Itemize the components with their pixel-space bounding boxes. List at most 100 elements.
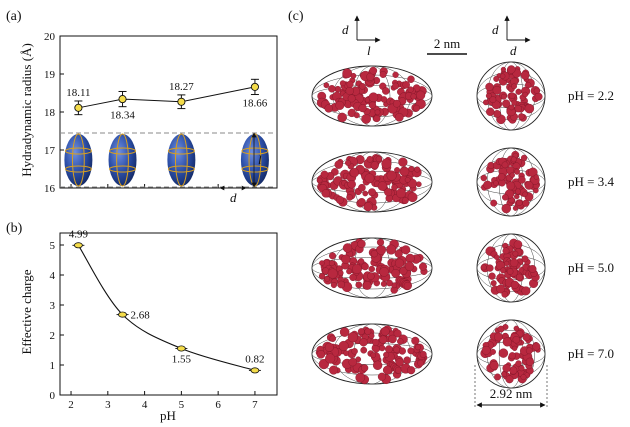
protein-blob	[364, 328, 372, 336]
protein-blob	[407, 75, 415, 83]
protein-blob	[514, 188, 521, 195]
protein-blob	[498, 179, 506, 187]
protein-blob	[363, 202, 373, 212]
protein-blob	[480, 174, 488, 182]
protein-blob	[508, 352, 516, 360]
protein-end-view	[476, 61, 546, 131]
protein-blob	[351, 348, 358, 355]
x-tick-label-b: 2	[68, 399, 74, 411]
protein-blob	[373, 115, 381, 123]
protein-blob	[522, 333, 531, 342]
protein-blob	[364, 173, 375, 184]
protein-blob	[518, 113, 525, 120]
data-point-b	[118, 311, 127, 318]
glyph-left-l: l	[367, 43, 371, 58]
protein-blob	[506, 268, 514, 275]
protein-blob	[368, 265, 375, 273]
protein-blob	[520, 374, 527, 381]
protein-blob	[407, 347, 415, 355]
protein-blob	[319, 260, 325, 266]
protein-blob	[324, 342, 334, 352]
y-tick-label-b: 1	[50, 360, 56, 372]
protein-blob	[419, 350, 427, 358]
protein-blob	[401, 245, 411, 255]
structure-rows: pH = 2.2 pH = 3.4 pH = 5.0 pH = 7.0	[311, 61, 614, 389]
ellipsoid-meridian	[174, 133, 188, 187]
protein-blob	[515, 88, 522, 95]
protein-blob	[380, 326, 390, 336]
protein-blob	[372, 338, 380, 346]
protein-blob	[347, 180, 356, 189]
protein-blob	[341, 254, 351, 264]
protein-blob	[525, 357, 534, 366]
protein-blob	[395, 366, 402, 374]
ellipsoid-band-upper	[167, 147, 195, 155]
protein-blob	[417, 359, 424, 367]
protein-blob	[504, 260, 510, 267]
ph-label-row-1: pH = 2.2	[568, 88, 614, 103]
protein-end-view	[476, 147, 546, 217]
data-label-b: 4.99	[69, 228, 89, 240]
protein-blob	[491, 100, 501, 110]
y-tick-label-b: 0	[50, 390, 56, 402]
y-tick-label-a: 16	[44, 183, 56, 195]
protein-blob	[496, 284, 506, 294]
scale-bar: 2 nm	[427, 36, 467, 55]
protein-blob	[497, 173, 506, 181]
protein-blob	[362, 190, 369, 197]
panel-label-b: (b)	[6, 221, 23, 236]
protein-blob	[524, 181, 534, 190]
protein-blob	[399, 266, 408, 275]
protein-blob	[329, 252, 337, 260]
protein-blob	[515, 273, 523, 281]
data-point-a	[177, 97, 186, 106]
protein-blob	[510, 280, 519, 289]
protein-blob	[335, 195, 344, 204]
protein-blob	[362, 281, 372, 290]
data-point-b	[250, 367, 260, 374]
protein-blob	[498, 348, 509, 358]
protein-blob	[404, 177, 411, 183]
protein-blob	[368, 332, 375, 339]
protein-blob	[324, 104, 333, 113]
protein-blob	[414, 344, 421, 351]
protein-blob	[525, 81, 532, 89]
protein-blob	[515, 360, 522, 367]
protein-blob	[521, 255, 529, 263]
protein-blob	[360, 346, 368, 354]
protein-blob	[370, 352, 376, 359]
protein-blob	[483, 99, 489, 106]
protein-blob	[337, 280, 346, 289]
protein-blob	[342, 68, 353, 79]
protein-blob	[320, 170, 329, 179]
protein-blob	[342, 243, 353, 253]
protein-blob	[344, 159, 352, 166]
y-axis-label-b: Effective charge	[19, 269, 34, 354]
protein-blob	[483, 180, 492, 190]
protein-blob	[383, 351, 390, 358]
x-tick-label-b: 3	[105, 399, 111, 411]
y-tick-label-a: 17	[44, 145, 56, 157]
protein-blob	[359, 338, 368, 347]
protein-blob	[507, 65, 516, 74]
data-point-a	[118, 95, 127, 104]
protein-blob	[402, 81, 410, 89]
protein-blob	[368, 92, 379, 103]
protein-blob	[521, 286, 531, 296]
diameter-annotation: 2.92 nm	[474, 365, 548, 408]
ph-label-row-2: pH = 3.4	[568, 174, 614, 189]
protein-blob	[379, 71, 387, 78]
protein-blob	[513, 325, 520, 332]
protein-blob	[416, 90, 426, 100]
protein-blob	[392, 99, 401, 108]
protein-blob	[394, 258, 405, 268]
protein-blob	[334, 160, 343, 169]
protein-blob	[500, 66, 507, 73]
ellipsoid-model	[167, 133, 196, 187]
y-tick-label-b: 5	[50, 240, 56, 252]
protein-blob	[509, 172, 515, 178]
protein-blob	[374, 109, 381, 116]
protein-blob	[418, 262, 428, 271]
short-axis-annotation: d	[219, 185, 247, 205]
